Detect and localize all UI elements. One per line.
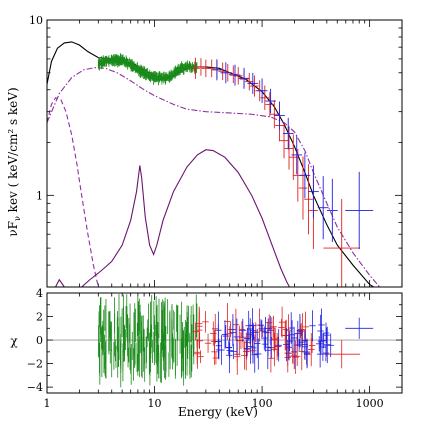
residual-red (192, 302, 360, 375)
model-curve-2 (47, 97, 99, 287)
residual-panel: −4 −2 0 2 4 1 10 100 1000 (27, 287, 403, 410)
x-tick-label: 1 (44, 397, 51, 410)
spectrum-frame (46, 19, 403, 288)
residual-y-tick-label: −4 (27, 381, 43, 394)
residual-y-tick-label: 4 (36, 287, 43, 300)
model-curve-1 (47, 67, 381, 287)
model-curve-0 (47, 41, 375, 287)
residual-plot-area (47, 294, 402, 388)
data-blue (211, 59, 374, 250)
data-red (191, 57, 360, 287)
residual-green (98, 294, 198, 388)
y-tick-label: 1 (36, 189, 43, 202)
y-axis-title: νFν kev ( keV/cm² s keV) (6, 87, 22, 236)
residual-frame (46, 292, 403, 394)
y-tick-label: 10 (29, 14, 43, 27)
residual-y-tick-label: −2 (27, 358, 43, 371)
data-green (97, 53, 198, 86)
residual-y-tick-label: 2 (36, 311, 43, 324)
x-tick-label: 100 (252, 397, 273, 410)
model-curve-3 (55, 278, 65, 287)
x-tick-label: 10 (148, 397, 162, 410)
spectrum-panel: 1 10 (29, 14, 403, 288)
spectrum-plot-area (47, 41, 381, 287)
model-curve-4 (81, 149, 291, 287)
x-axis-title: Energy (keV) (178, 405, 258, 419)
x-tick-label: 1000 (356, 397, 384, 410)
residual-y-axis-title: χ (10, 334, 18, 348)
residual-blue (215, 308, 374, 374)
residual-y-tick-label: 0 (36, 334, 43, 347)
